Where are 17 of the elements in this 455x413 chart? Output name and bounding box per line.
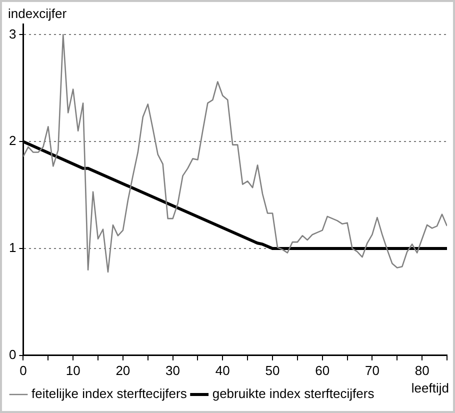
legend-label: feitelijke index sterftecijfers	[32, 386, 188, 402]
y-tick-label: 0	[8, 346, 16, 362]
x-tick-label: 40	[215, 362, 230, 378]
x-tick-label: 10	[66, 362, 80, 378]
x-tick-label: 30	[166, 362, 180, 378]
legend-label: gebruikte index sterftecijfers	[212, 386, 375, 402]
x-tick-label: 20	[116, 362, 130, 378]
x-tick-label: 0	[20, 362, 27, 378]
y-axis-title: indexcijfer	[8, 6, 68, 22]
x-tick-label: 50	[265, 362, 280, 378]
y-tick-label: 1	[8, 240, 16, 256]
y-tick-label: 2	[8, 133, 16, 148]
y-tick-label: 3	[8, 26, 16, 42]
x-tick-label: 60	[315, 362, 330, 378]
x-axis-title: leeftijd	[411, 380, 449, 396]
x-tick-label: 80	[414, 362, 430, 378]
x-tick-label: 70	[364, 362, 380, 378]
